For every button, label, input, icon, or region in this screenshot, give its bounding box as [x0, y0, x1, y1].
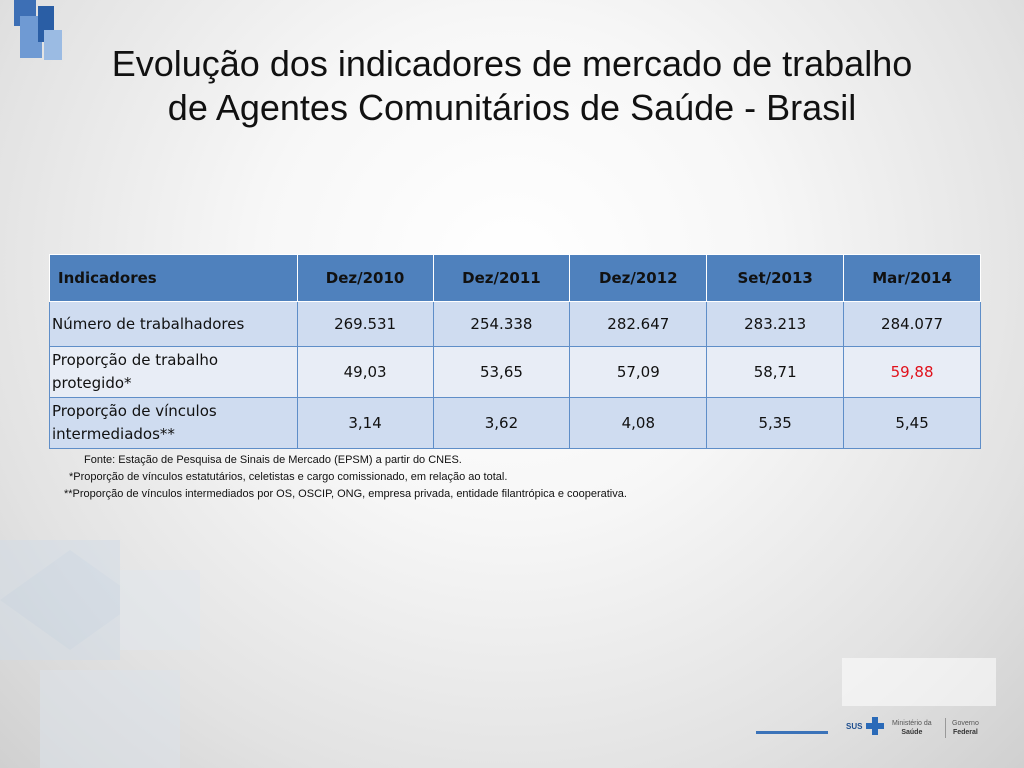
table-cell: 3,14 [296, 397, 434, 449]
governo-top: Governo [952, 720, 979, 727]
table-row: Proporção de vínculos intermediados** 3,… [49, 397, 981, 449]
table-cell: 53,65 [432, 346, 571, 398]
row-label: Número de trabalhadores [49, 301, 298, 347]
governo-logo: Governo Federal [952, 719, 979, 737]
row-label: Proporção de vínculos intermediados** [49, 397, 298, 449]
page-title: Evolução dos indicadores de mercado de t… [40, 42, 984, 130]
table-cell-highlight: 59,88 [843, 346, 981, 398]
table-cell: 57,09 [569, 346, 708, 398]
title-line-1: Evolução dos indicadores de mercado de t… [111, 43, 913, 84]
table-cell: 3,62 [432, 397, 571, 449]
header-set-2013: Set/2013 [706, 254, 845, 302]
governo-bottom: Federal [952, 729, 978, 736]
footnote-1: *Proporção de vínculos estatutários, cel… [69, 471, 508, 483]
logo-divider-line [756, 731, 828, 734]
table-cell: 254.338 [432, 301, 571, 347]
header-indicadores: Indicadores [49, 254, 298, 302]
table-cell: 4,08 [569, 397, 708, 449]
footnote-2: **Proporção de vínculos intermediados po… [64, 488, 627, 500]
ministerio-logo: Ministério da Saúde [892, 719, 932, 737]
source-note: Fonte: Estação de Pesquisa de Sinais de … [84, 454, 462, 466]
header-dez-2012: Dez/2012 [569, 254, 708, 302]
ministerio-bottom: Saúde [901, 729, 923, 736]
blue-squares-decoration-icon [14, 0, 62, 60]
logo-separator [945, 718, 946, 738]
footnotes: Fonte: Estação de Pesquisa de Sinais de … [60, 452, 760, 503]
blue-cross-icon [866, 717, 884, 735]
table-header-row: Indicadores Dez/2010 Dez/2011 Dez/2012 S… [49, 254, 981, 302]
header-dez-2010: Dez/2010 [296, 254, 434, 302]
row-label: Proporção de trabalho protegido* [49, 346, 298, 398]
indicators-table: Indicadores Dez/2010 Dez/2011 Dez/2012 S… [49, 254, 981, 449]
title-line-2: de Agentes Comunitários de Saúde - Brasi… [167, 87, 857, 128]
table-cell: 283.213 [706, 301, 845, 347]
table-cell: 269.531 [296, 301, 434, 347]
table-cell: 282.647 [569, 301, 708, 347]
table-row: Proporção de trabalho protegido* 49,03 5… [49, 346, 981, 398]
background-decoration [0, 540, 200, 768]
sus-logo-text: SUS [846, 722, 863, 731]
table-row: Número de trabalhadores 269.531 254.338 … [49, 301, 981, 347]
logo-background [842, 658, 996, 706]
header-mar-2014: Mar/2014 [843, 254, 981, 302]
header-dez-2011: Dez/2011 [432, 254, 571, 302]
table-cell: 58,71 [706, 346, 845, 398]
table-cell: 49,03 [296, 346, 434, 398]
ministerio-top: Ministério da [892, 720, 932, 727]
table-cell: 5,45 [843, 397, 981, 449]
table-cell: 5,35 [706, 397, 845, 449]
table-cell: 284.077 [843, 301, 981, 347]
